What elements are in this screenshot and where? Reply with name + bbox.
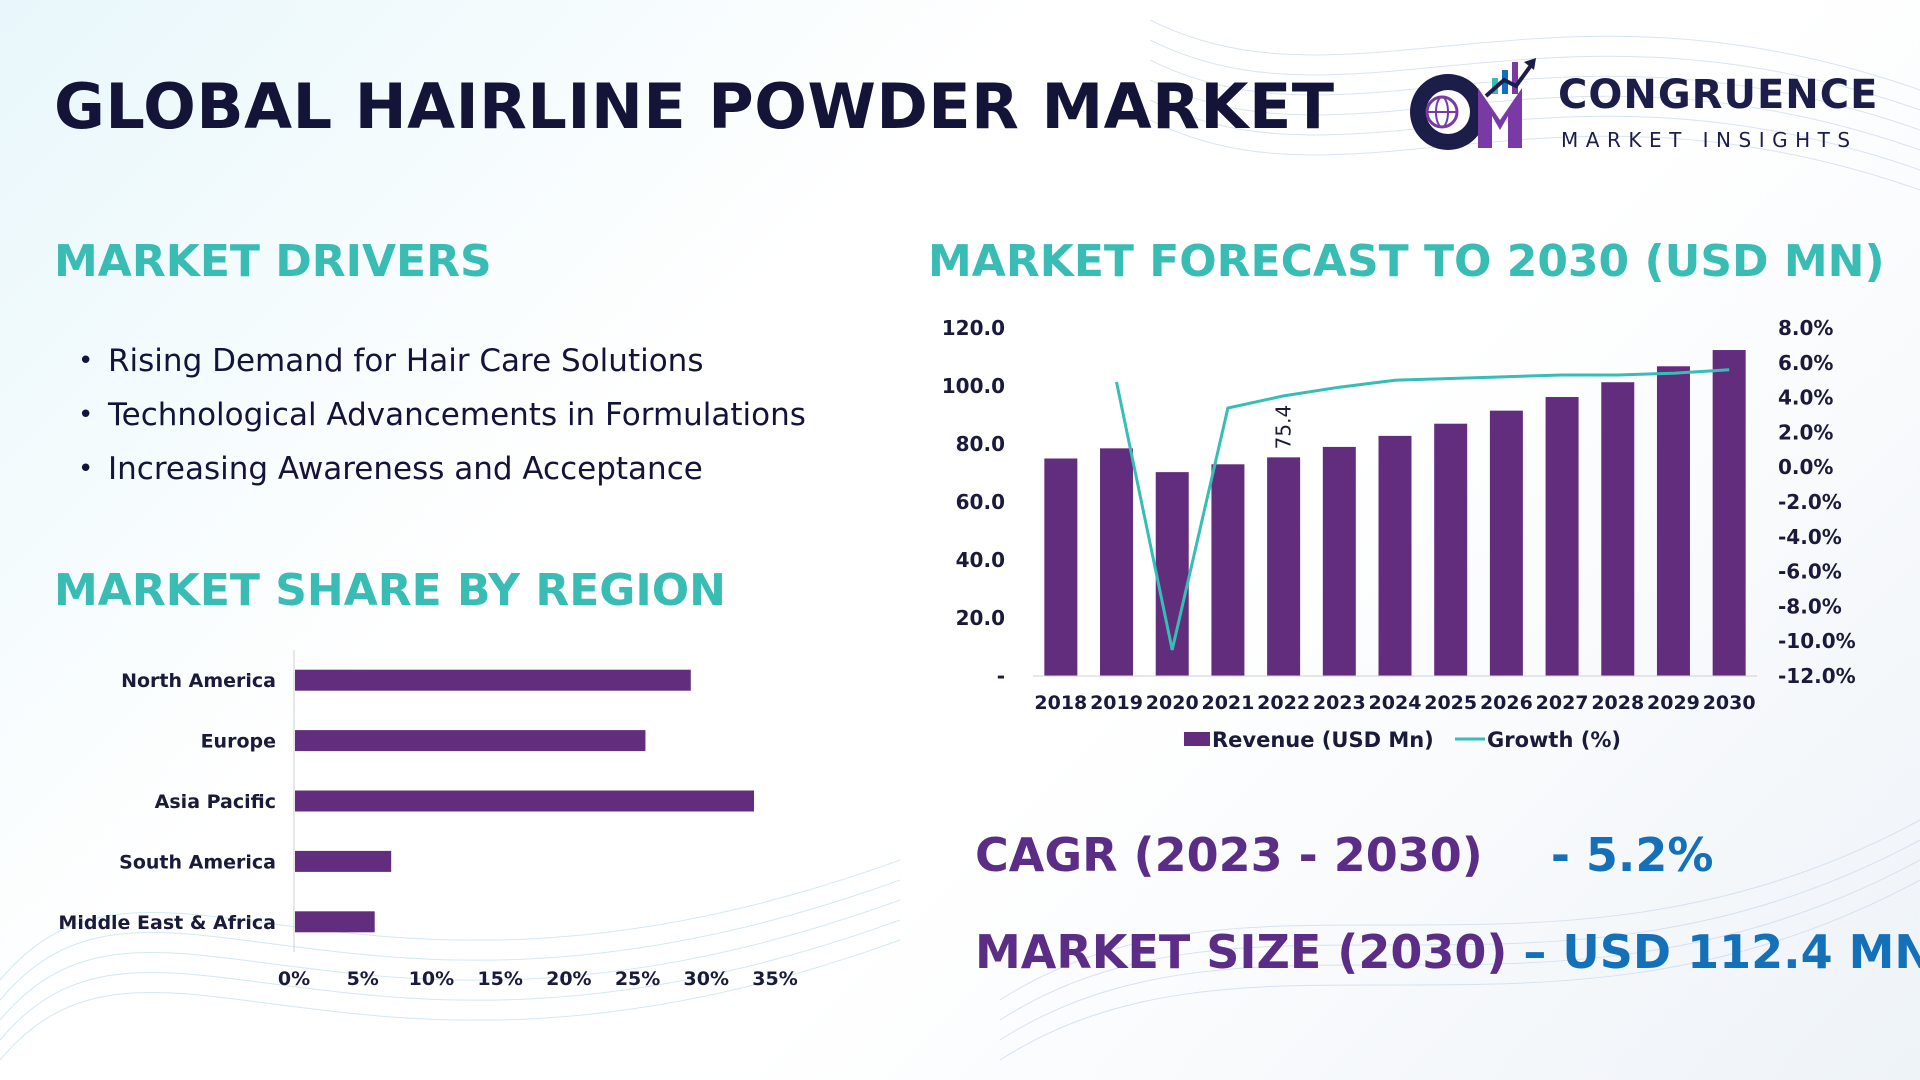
x-tick-label: 25% xyxy=(615,968,660,990)
list-item: • Rising Demand for Hair Care Solutions xyxy=(78,338,806,392)
x-tick-label: 2028 xyxy=(1591,692,1644,714)
region-label: Europe xyxy=(201,731,276,753)
drivers-heading: MARKET DRIVERS xyxy=(54,236,492,287)
background-wave-bottom-right xyxy=(1000,819,1920,1061)
region-label: Middle East & Africa xyxy=(58,912,276,934)
cagr-label: CAGR (2023 - 2030) xyxy=(975,828,1483,882)
y-right-tick-label: -10.0% xyxy=(1778,629,1856,653)
company-logo: CONGRUENCE MARKET INSIGHTS xyxy=(1400,50,1880,160)
forecast-heading: MARKET FORECAST TO 2030 (USD MN) xyxy=(928,236,1885,287)
list-item: • Increasing Awareness and Acceptance xyxy=(78,446,806,500)
y-left-tick-label: 40.0 xyxy=(956,548,1005,572)
logo-subtitle: MARKET INSIGHTS xyxy=(1561,128,1858,152)
x-tick-label: 30% xyxy=(684,968,729,990)
region-bar xyxy=(295,850,392,872)
x-tick-label: 2022 xyxy=(1257,692,1310,714)
x-tick-label: 2027 xyxy=(1536,692,1589,714)
revenue-bar xyxy=(1211,464,1245,676)
x-tick-label: 10% xyxy=(409,968,454,990)
y-left-tick-label: 60.0 xyxy=(956,490,1005,514)
y-right-tick-label: 2.0% xyxy=(1778,420,1833,444)
revenue-bar xyxy=(1712,350,1746,676)
revenue-bar xyxy=(1378,435,1412,676)
y-right-tick-label: 0.0% xyxy=(1778,455,1833,479)
region-label: North America xyxy=(121,670,276,692)
cagr-kpi: CAGR (2023 - 2030) - 5.2% xyxy=(975,828,1714,882)
revenue-bar xyxy=(1489,410,1523,676)
market-size-value: – USD 112.4 MN xyxy=(1523,925,1920,979)
background-wave-bottom-left xyxy=(0,859,900,1061)
y-right-tick-label: -6.0% xyxy=(1778,560,1842,584)
bullet-icon: • xyxy=(78,454,94,484)
market-size-kpi: MARKET SIZE (2030) – USD 112.4 MN xyxy=(975,925,1920,979)
revenue-bar xyxy=(1044,458,1078,676)
region-label: South America xyxy=(119,851,276,873)
revenue-bar xyxy=(1322,446,1356,676)
x-tick-label: 5% xyxy=(347,968,379,990)
revenue-bar xyxy=(1155,472,1189,676)
legend-label-revenue: Revenue (USD Mn) xyxy=(1212,728,1434,752)
legend-swatch-revenue xyxy=(1184,732,1210,746)
y-right-tick-label: -4.0% xyxy=(1778,525,1842,549)
region-heading: MARKET SHARE BY REGION xyxy=(54,565,726,616)
y-left-tick-label: 100.0 xyxy=(942,374,1005,398)
bar-data-label: 75.4 xyxy=(1272,405,1296,450)
region-bar xyxy=(295,790,755,812)
x-tick-label: 2019 xyxy=(1090,692,1143,714)
x-tick-label: 2029 xyxy=(1647,692,1700,714)
region-bar xyxy=(295,669,691,691)
x-tick-label: 2020 xyxy=(1146,692,1199,714)
y-left-tick-label: 20.0 xyxy=(956,606,1005,630)
drivers-list: • Rising Demand for Hair Care Solutions •… xyxy=(78,338,806,500)
revenue-bar xyxy=(1601,382,1635,676)
x-tick-label: 15% xyxy=(477,968,522,990)
x-tick-label: 0% xyxy=(278,968,310,990)
page-title: GLOBAL HAIRLINE POWDER MARKET xyxy=(54,70,1335,143)
x-tick-label: 2030 xyxy=(1703,692,1756,714)
bullet-icon: • xyxy=(78,400,94,430)
revenue-bar xyxy=(1545,397,1579,676)
list-item: • Technological Advancements in Formulati… xyxy=(78,392,806,446)
cm-globe-logo-icon xyxy=(1410,58,1536,150)
y-left-tick-label: - xyxy=(997,664,1005,688)
y-right-tick-label: 8.0% xyxy=(1778,316,1833,340)
x-tick-label: 2018 xyxy=(1034,692,1087,714)
market-size-label: MARKET SIZE (2030) xyxy=(975,925,1508,979)
revenue-bar xyxy=(1656,366,1690,676)
x-tick-label: 20% xyxy=(546,968,591,990)
x-tick-label: 2021 xyxy=(1201,692,1254,714)
y-right-tick-label: 4.0% xyxy=(1778,386,1833,410)
revenue-bar xyxy=(1267,457,1301,676)
region-label: Asia Pacific xyxy=(155,791,276,813)
region-bar xyxy=(295,911,375,933)
y-right-tick-label: -2.0% xyxy=(1778,490,1842,514)
y-right-tick-label: 6.0% xyxy=(1778,351,1833,375)
driver-text: Technological Advancements in Formulatio… xyxy=(108,397,806,433)
y-left-tick-label: 120.0 xyxy=(942,316,1005,340)
bullet-icon: • xyxy=(78,346,94,376)
x-tick-label: 2025 xyxy=(1424,692,1477,714)
x-tick-label: 35% xyxy=(752,968,797,990)
legend-label-growth: Growth (%) xyxy=(1487,728,1621,752)
y-left-tick-label: 80.0 xyxy=(956,432,1005,456)
x-tick-label: 2023 xyxy=(1313,692,1366,714)
x-tick-label: 2026 xyxy=(1480,692,1533,714)
driver-text: Rising Demand for Hair Care Solutions xyxy=(108,343,704,379)
revenue-bar xyxy=(1434,423,1468,676)
region-bar xyxy=(295,730,646,752)
y-right-tick-label: -8.0% xyxy=(1778,594,1842,618)
logo-brand-name: CONGRUENCE xyxy=(1558,72,1879,118)
x-tick-label: 2024 xyxy=(1369,692,1422,714)
growth-line xyxy=(1115,368,1730,651)
cagr-value: - 5.2% xyxy=(1550,828,1714,882)
revenue-bar xyxy=(1100,448,1134,676)
y-right-tick-label: -12.0% xyxy=(1778,664,1856,688)
driver-text: Increasing Awareness and Acceptance xyxy=(108,451,703,487)
